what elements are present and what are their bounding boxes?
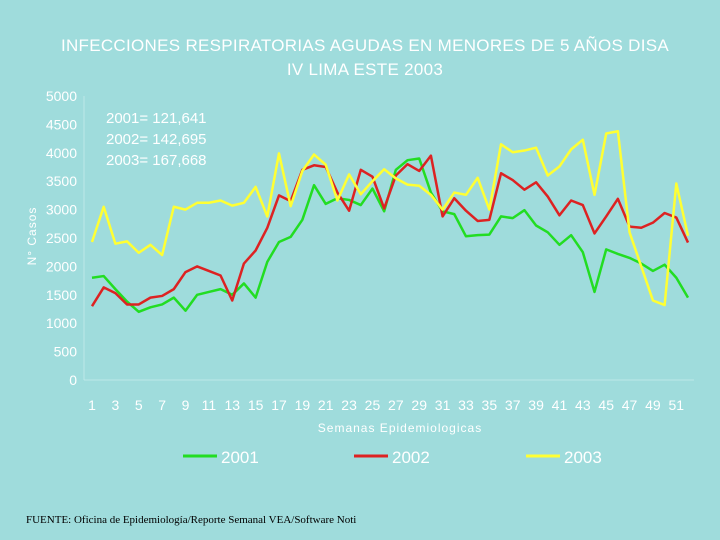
y-tick-label: 0	[69, 372, 77, 388]
x-tick-label: 37	[505, 397, 521, 413]
x-tick-label: 47	[622, 397, 638, 413]
x-tick-label: 31	[435, 397, 451, 413]
x-axis-label: Semanas Epidemiologicas	[318, 421, 482, 435]
x-tick-label: 43	[575, 397, 591, 413]
y-tick-label: 500	[54, 344, 78, 360]
x-tick-label: 39	[528, 397, 544, 413]
series-line-2002	[90, 154, 690, 307]
x-tick-label: 25	[365, 397, 381, 413]
x-tick-label: 11	[202, 397, 217, 413]
x-tick-label: 29	[411, 397, 427, 413]
source-note: FUENTE: Oficina de Epidemiología/Reporte…	[26, 514, 357, 526]
y-tick-label: 5000	[46, 88, 77, 104]
y-tick-label: 2000	[46, 258, 77, 274]
y-axis-label: N° Casos	[25, 207, 39, 266]
totals-annotation: 2001= 121,641 2002= 142,695 2003= 167,668	[106, 110, 207, 169]
total-annotation-3: 2003= 167,668	[106, 152, 207, 169]
legend-label-2003: 2003	[564, 448, 602, 467]
x-tick-label: 33	[458, 397, 474, 413]
y-tick-label: 3000	[46, 202, 77, 218]
legend-label-2002: 2002	[392, 448, 430, 467]
x-tick-label: 7	[158, 397, 166, 413]
series-lines	[90, 129, 690, 314]
x-tick-label: 21	[318, 397, 334, 413]
total-annotation-1: 2001= 121,641	[106, 110, 207, 127]
y-axis-ticks: 0 500 1000 1500 2000 2500 3000 3500 4000 4500 5000	[46, 88, 77, 388]
x-tick-label: 5	[135, 397, 143, 413]
x-tick-label: 19	[295, 397, 311, 413]
y-tick-label: 1000	[46, 315, 77, 331]
x-tick-label: 3	[111, 397, 119, 413]
x-tick-label: 51	[669, 397, 685, 413]
chart-title: INFECCIONES RESPIRATORIAS AGUDAS EN MENO…	[60, 36, 670, 79]
x-axis-ticks: 1 3 5 7 9 11 13 15 17 19 21 23 25 27 29 31 33 35 37 39 41 43 4…	[88, 397, 684, 413]
y-tick-label: 4500	[46, 116, 77, 132]
x-tick-label: 23	[341, 397, 357, 413]
x-tick-label: 45	[598, 397, 614, 413]
y-tick-label: 1500	[46, 287, 77, 303]
x-tick-label: 15	[248, 397, 264, 413]
x-tick-label: 1	[88, 397, 96, 413]
y-tick-label: 3500	[46, 173, 77, 189]
axes	[83, 96, 694, 381]
x-tick-label: 27	[388, 397, 404, 413]
x-tick-label: 35	[482, 397, 498, 413]
x-tick-label: 41	[552, 397, 568, 413]
x-tick-label: 49	[645, 397, 661, 413]
series-line-2001	[91, 157, 690, 314]
x-tick-label: 13	[224, 397, 240, 413]
y-tick-label: 2500	[46, 230, 77, 246]
legend: 2001 2002 2003	[183, 448, 602, 467]
x-tick-label: 17	[271, 397, 287, 413]
x-tick-label: 9	[182, 397, 190, 413]
y-tick-label: 4000	[46, 145, 77, 161]
total-annotation-2: 2002= 142,695	[106, 131, 207, 148]
legend-label-2001: 2001	[221, 448, 259, 467]
series-line-2003	[90, 129, 690, 307]
